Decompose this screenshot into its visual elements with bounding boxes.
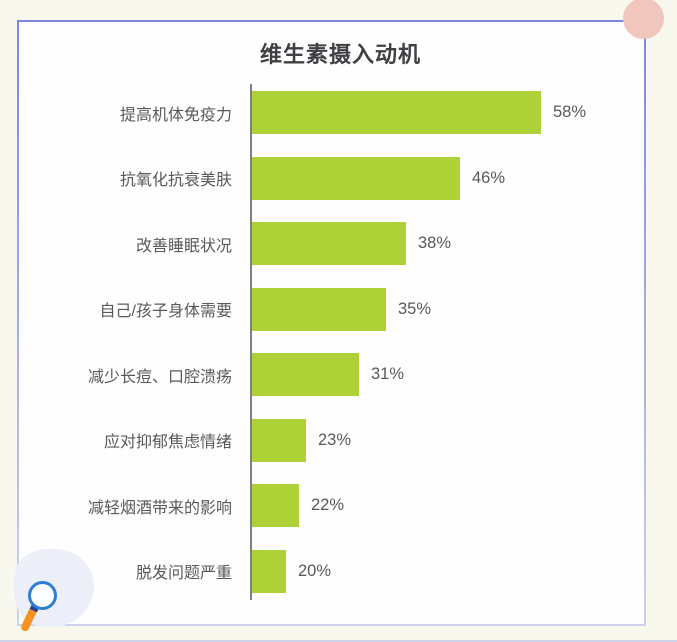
bar-zone: 46%: [252, 146, 644, 212]
bar-zone: 20%: [252, 539, 644, 605]
category-label: 应对抑郁焦虑情绪: [103, 434, 232, 452]
bar: [252, 353, 359, 397]
bar-zone: 38%: [252, 211, 644, 277]
bar-zone: 58%: [252, 80, 644, 146]
magnifier-lens: [28, 581, 57, 610]
category-label: 自己/孩子身体需要: [99, 303, 232, 321]
bar-zone: 35%: [252, 277, 644, 343]
chart-row: 减轻烟酒带来的影响 22%: [19, 473, 644, 539]
value-label: 35%: [398, 299, 432, 318]
chart-row: 减少长痘、口腔溃疡 31%: [19, 342, 644, 408]
chart-card: 维生素摄入动机 提高机体免疫力 58% 抗氧化抗衰美肤 46% 改善睡眠状况 38% 自己/…: [17, 20, 646, 626]
bar-zone: 31%: [252, 342, 644, 408]
chart-row: 自己/孩子身体需要 35%: [19, 277, 644, 343]
bar-zone: 23%: [252, 408, 644, 474]
chart-row: 应对抑郁焦虑情绪 23%: [19, 408, 644, 474]
bar-chart: 提高机体免疫力 58% 抗氧化抗衰美肤 46% 改善睡眠状况 38% 自己/孩子身体需要 35…: [19, 80, 644, 604]
bar: [252, 484, 299, 528]
chart-title: 维生素摄入动机: [259, 42, 421, 67]
category-label: 提高机体免疫力: [119, 106, 232, 124]
value-label: 23%: [318, 430, 352, 449]
value-label: 58%: [553, 103, 587, 122]
category-label: 减轻烟酒带来的影响: [87, 499, 232, 517]
bar: [252, 418, 306, 462]
bar: [252, 156, 460, 200]
chart-row: 脱发问题严重 20%: [19, 539, 644, 605]
magnifier-icon: [19, 576, 68, 633]
bar-zone: 22%: [252, 473, 644, 539]
value-label: 38%: [418, 234, 452, 253]
bar: [252, 287, 386, 331]
category-label: 减少长痘、口腔溃疡: [87, 368, 232, 386]
bar: [252, 549, 286, 593]
value-label: 46%: [472, 168, 506, 187]
category-label: 抗氧化抗衰美肤: [119, 172, 232, 190]
chart-row: 提高机体免疫力 58%: [19, 80, 644, 146]
category-label: 改善睡眠状况: [135, 237, 232, 255]
bar: [252, 222, 406, 266]
y-axis-line: [250, 84, 252, 600]
category-label: 脱发问题严重: [135, 565, 232, 583]
value-label: 31%: [371, 365, 405, 384]
decorative-circle: [623, 0, 664, 39]
value-label: 20%: [298, 561, 332, 580]
chart-row: 抗氧化抗衰美肤 46%: [19, 146, 644, 212]
bar: [252, 91, 541, 135]
bottom-divider: [0, 640, 677, 642]
chart-row: 改善睡眠状况 38%: [19, 211, 644, 277]
value-label: 22%: [311, 496, 345, 515]
